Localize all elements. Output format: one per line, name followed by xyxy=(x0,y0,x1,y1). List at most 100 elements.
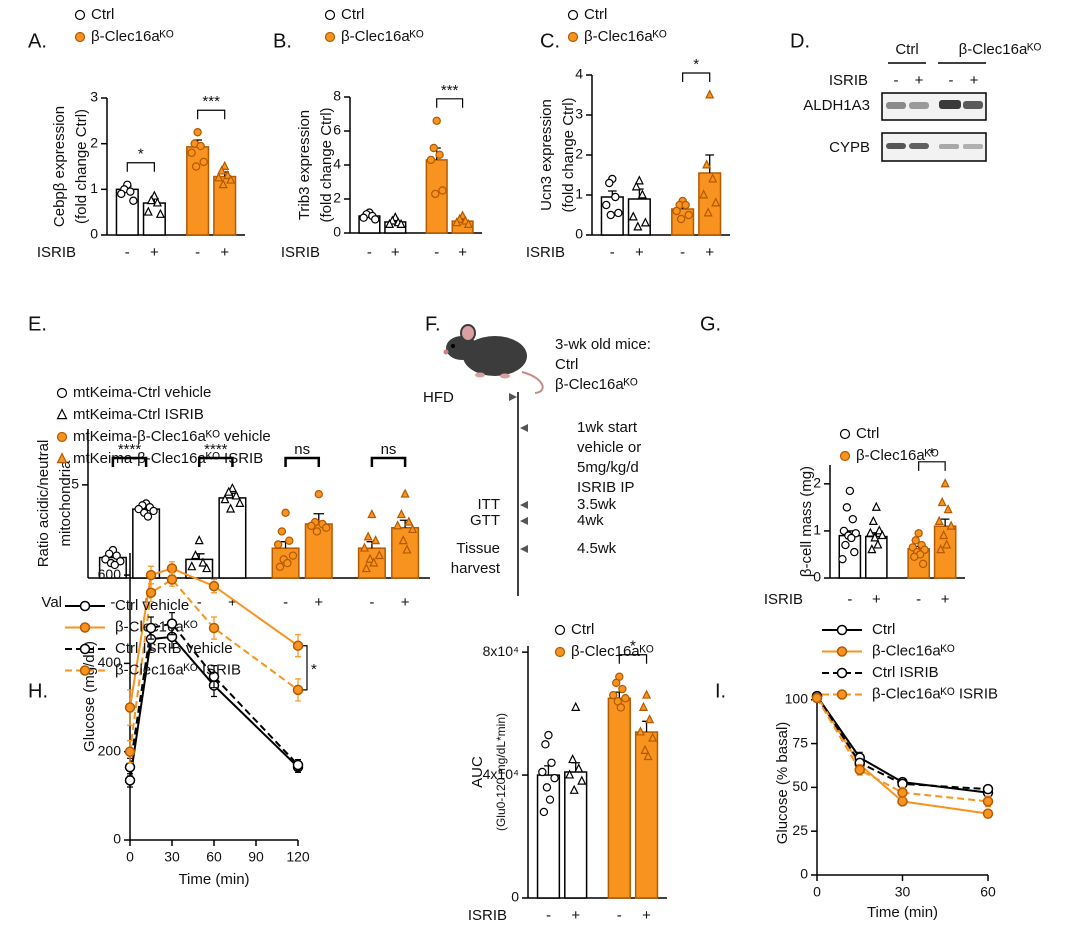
lane-label: - xyxy=(949,72,954,89)
data-point xyxy=(841,540,850,550)
data-point xyxy=(628,211,638,221)
x-tick-label: + xyxy=(642,907,651,924)
y-axis-label: Glucose (% basal) xyxy=(774,722,791,845)
arrowhead xyxy=(520,517,528,525)
lane-label: - xyxy=(894,72,899,89)
data-point xyxy=(143,206,153,216)
data-point xyxy=(611,192,620,202)
legend-label: mtKeima-Ctrl vehicle xyxy=(73,384,211,401)
legend-label: mtKeima-β-Clec16aᴷᴼ ISRIB xyxy=(73,450,263,467)
x-tick-label: - xyxy=(367,244,372,261)
y-tick-label: 6 xyxy=(333,122,341,138)
x-axis-label: Val xyxy=(41,594,62,611)
y-axis-label: (fold change Ctrl) xyxy=(73,109,90,224)
data-point xyxy=(618,684,627,694)
western-blot: D. Ctrl β-Clec16aᴷᴼ ISRIB - + - + ALDH1A… xyxy=(790,30,1042,162)
data-point xyxy=(220,160,230,170)
y-tick-label: 5 xyxy=(71,476,79,492)
data-point xyxy=(208,622,220,634)
arrowhead xyxy=(520,545,528,553)
legend-label: Ctrl xyxy=(571,621,594,638)
x-tick-label: + xyxy=(314,594,323,611)
data-point xyxy=(152,197,162,207)
legend-label: Ctrl xyxy=(91,6,114,23)
significance-bracket xyxy=(197,456,234,467)
data-point xyxy=(681,200,690,210)
data-point xyxy=(359,213,368,222)
x-tick-label: 0 xyxy=(813,884,821,900)
data-point xyxy=(452,217,462,227)
x-axis-label: ISRIB xyxy=(281,244,320,261)
legend-marker xyxy=(836,667,848,679)
significance-label: * xyxy=(693,56,699,73)
x-tick-label: + xyxy=(228,594,237,611)
data-point xyxy=(606,210,615,220)
data-point xyxy=(614,208,623,218)
legend-marker xyxy=(567,9,579,21)
data-point xyxy=(307,521,316,531)
data-point xyxy=(198,557,208,567)
series-line xyxy=(129,622,299,768)
panel-letter: E. xyxy=(28,313,47,335)
x-tick-label: - xyxy=(847,591,852,608)
data-point xyxy=(146,195,156,205)
data-point xyxy=(281,508,290,518)
significance-label: **** xyxy=(118,441,142,458)
data-point xyxy=(235,497,245,507)
data-point xyxy=(645,714,655,724)
data-point xyxy=(982,796,994,807)
y-tick-label: 25 xyxy=(792,822,808,838)
series-line xyxy=(816,695,989,791)
data-point xyxy=(314,489,323,499)
significance-bracket xyxy=(126,162,155,172)
y-axis-label: mitochondria xyxy=(57,460,74,547)
y-axis-label: Trib3 expression xyxy=(296,110,313,220)
data-point xyxy=(231,490,241,500)
legend-marker xyxy=(567,31,579,43)
data-point xyxy=(910,552,919,562)
data-point xyxy=(292,684,304,696)
blot-group: β-Clec16aᴷᴼ xyxy=(959,41,1042,58)
data-point xyxy=(847,533,856,543)
data-point xyxy=(641,689,652,699)
data-point xyxy=(934,515,944,525)
data-point xyxy=(640,217,650,227)
data-point xyxy=(577,775,587,785)
legend-marker xyxy=(554,624,566,636)
x-tick-label: - xyxy=(369,594,374,611)
data-point xyxy=(850,547,859,557)
cohort-text: Ctrl xyxy=(555,356,578,373)
data-point xyxy=(283,558,292,568)
data-point xyxy=(202,563,212,573)
significance-label: **** xyxy=(204,441,228,458)
y-tick-label: 2 xyxy=(333,190,341,206)
data-point xyxy=(946,520,956,530)
panel-letter: F. xyxy=(425,313,441,335)
x-axis-label: Time (min) xyxy=(867,904,938,921)
data-point xyxy=(897,787,908,798)
x-tick-label: - xyxy=(680,244,685,261)
y-tick-label: 2 xyxy=(90,134,98,150)
data-point xyxy=(435,150,444,159)
legend-label: β-Clec16aᴷᴼ ISRIB xyxy=(872,685,998,702)
data-point xyxy=(400,488,410,498)
x-tick-label: 30 xyxy=(895,884,911,900)
bar xyxy=(218,497,247,579)
data-point xyxy=(149,506,158,516)
legend-marker xyxy=(839,450,851,462)
data-point xyxy=(124,746,136,757)
data-point xyxy=(936,544,946,554)
panel-letter: A. xyxy=(28,30,47,52)
data-point xyxy=(166,574,178,585)
data-point xyxy=(116,557,125,566)
data-point xyxy=(134,504,143,514)
data-point xyxy=(143,512,153,521)
data-point xyxy=(371,535,381,545)
blot-group: Ctrl xyxy=(895,41,918,58)
lane-label: + xyxy=(970,72,979,89)
data-point xyxy=(145,587,157,598)
legend-label: Ctrl xyxy=(341,6,364,23)
data-point xyxy=(568,754,578,764)
data-point xyxy=(117,189,126,199)
data-point xyxy=(312,527,322,536)
